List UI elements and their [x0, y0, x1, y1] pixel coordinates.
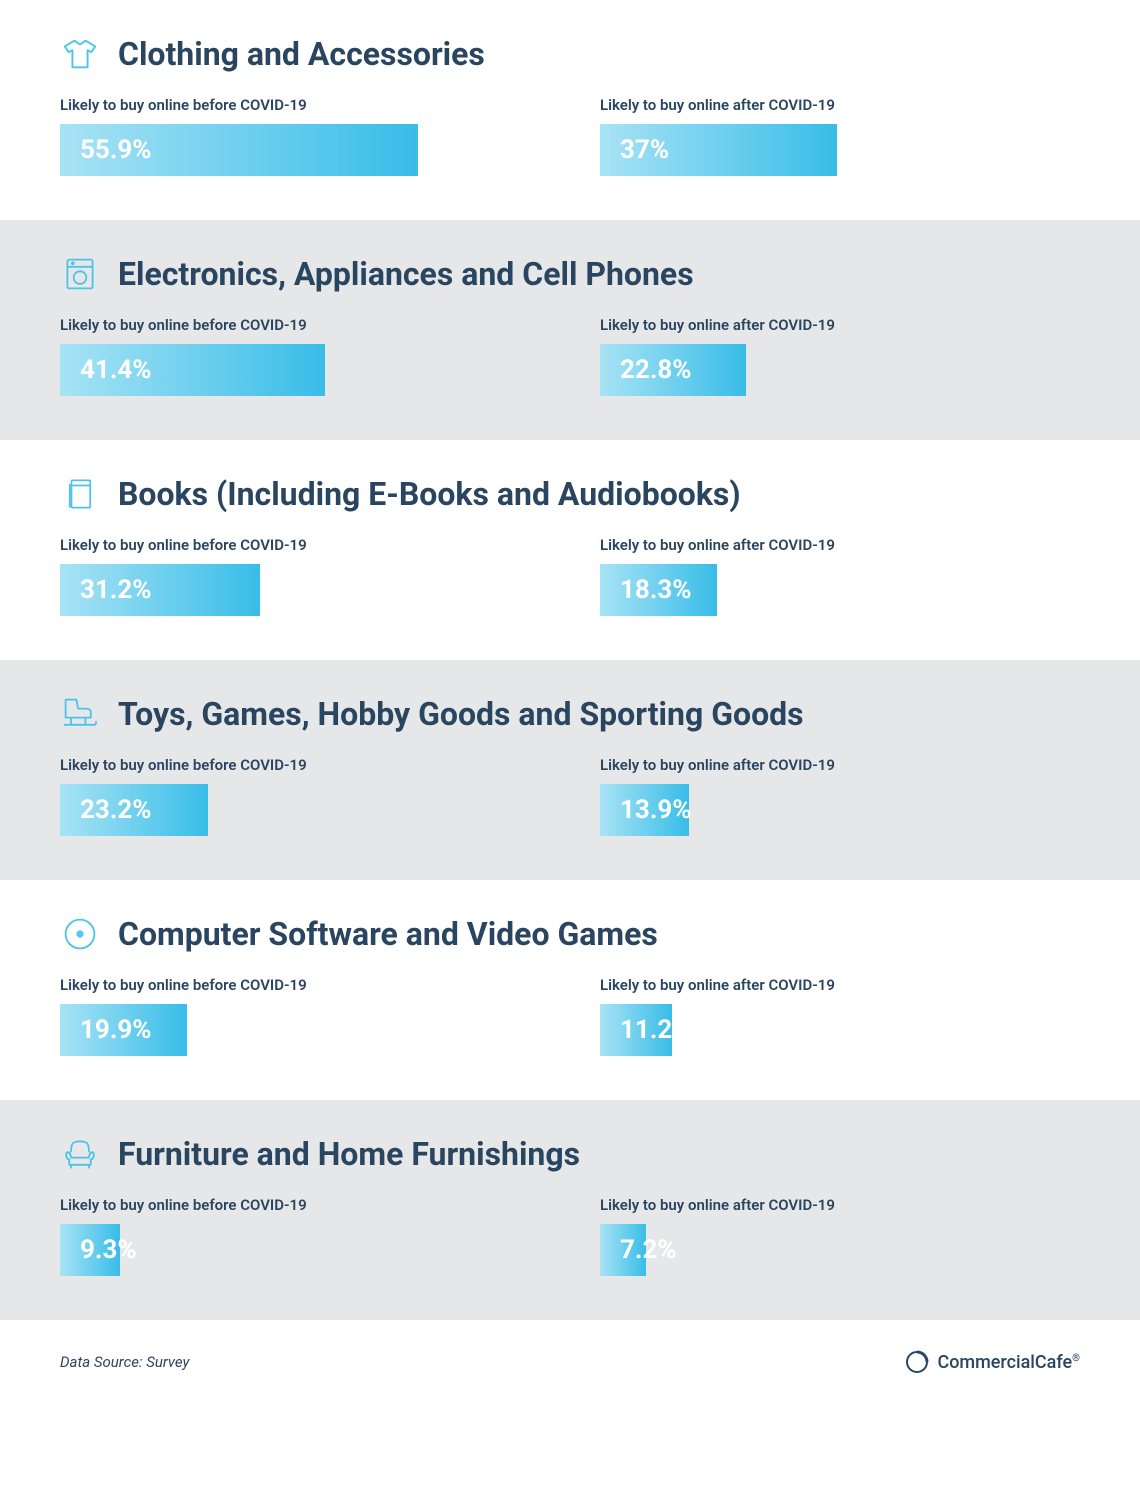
after-column: Likely to buy online after COVID-19 18.3%	[600, 536, 1080, 616]
bar-columns: Likely to buy online before COVID-19 23.2…	[60, 756, 1080, 836]
book-icon	[60, 474, 100, 514]
category-section: Electronics, Appliances and Cell Phones L…	[0, 220, 1140, 440]
bar-columns: Likely to buy online before COVID-19 55.9…	[60, 96, 1080, 176]
bar-columns: Likely to buy online before COVID-19 41.4…	[60, 316, 1080, 396]
after-label: Likely to buy online after COVID-19	[600, 96, 1080, 114]
category-section: Clothing and Accessories Likely to buy on…	[0, 0, 1140, 220]
after-label: Likely to buy online after COVID-19	[600, 1196, 1080, 1214]
before-label: Likely to buy online before COVID-19	[60, 1196, 540, 1214]
before-bar: 23.2%	[60, 784, 208, 836]
after-column: Likely to buy online after COVID-19 13.9%	[600, 756, 1080, 836]
before-column: Likely to buy online before COVID-19 9.3%	[60, 1196, 540, 1276]
category-section: Furniture and Home Furnishings Likely to …	[0, 1100, 1140, 1320]
category-heading: Furniture and Home Furnishings	[60, 1134, 1080, 1174]
after-value: 7.2%	[620, 1235, 677, 1265]
before-value: 23.2%	[80, 795, 152, 825]
category-title: Books (Including E-Books and Audiobooks)	[118, 475, 741, 513]
before-column: Likely to buy online before COVID-19 19.9…	[60, 976, 540, 1056]
before-column: Likely to buy online before COVID-19 23.2…	[60, 756, 540, 836]
after-label: Likely to buy online after COVID-19	[600, 536, 1080, 554]
after-label: Likely to buy online after COVID-19	[600, 976, 1080, 994]
before-bar-track: 31.2%	[60, 564, 540, 616]
category-section: Books (Including E-Books and Audiobooks)…	[0, 440, 1140, 660]
before-label: Likely to buy online before COVID-19	[60, 976, 540, 994]
after-value: 18.3%	[620, 575, 692, 605]
after-bar: 18.3%	[600, 564, 717, 616]
category-title: Clothing and Accessories	[118, 35, 485, 73]
after-bar-track: 7.2%	[600, 1224, 1080, 1276]
washer-icon	[60, 254, 100, 294]
before-label: Likely to buy online before COVID-19	[60, 96, 540, 114]
infographic-sections: Clothing and Accessories Likely to buy on…	[0, 0, 1140, 1320]
before-label: Likely to buy online before COVID-19	[60, 316, 540, 334]
armchair-icon	[60, 1134, 100, 1174]
bar-columns: Likely to buy online before COVID-19 31.2…	[60, 536, 1080, 616]
before-label: Likely to buy online before COVID-19	[60, 536, 540, 554]
after-bar: 37%	[600, 124, 837, 176]
before-bar: 55.9%	[60, 124, 418, 176]
after-bar-track: 13.9%	[600, 784, 1080, 836]
before-column: Likely to buy online before COVID-19 31.2…	[60, 536, 540, 616]
before-bar-track: 23.2%	[60, 784, 540, 836]
before-value: 41.4%	[80, 355, 152, 385]
after-bar-track: 11.2%	[600, 1004, 1080, 1056]
after-column: Likely to buy online after COVID-19 22.8%	[600, 316, 1080, 396]
before-value: 19.9%	[80, 1015, 152, 1045]
category-section: Computer Software and Video Games Likely …	[0, 880, 1140, 1100]
category-heading: Clothing and Accessories	[60, 34, 1080, 74]
category-heading: Toys, Games, Hobby Goods and Sporting Go…	[60, 694, 1080, 734]
bar-columns: Likely to buy online before COVID-19 19.9…	[60, 976, 1080, 1056]
before-value: 31.2%	[80, 575, 152, 605]
after-bar: 7.2%	[600, 1224, 646, 1276]
after-bar: 22.8%	[600, 344, 746, 396]
after-value: 37%	[620, 135, 669, 165]
brand-name: CommercialCafe	[937, 1352, 1072, 1373]
category-heading: Computer Software and Video Games	[60, 914, 1080, 954]
after-value: 22.8%	[620, 355, 692, 385]
before-column: Likely to buy online before COVID-19 41.4…	[60, 316, 540, 396]
before-label: Likely to buy online before COVID-19	[60, 756, 540, 774]
before-bar-track: 9.3%	[60, 1224, 540, 1276]
category-title: Toys, Games, Hobby Goods and Sporting Go…	[118, 695, 804, 733]
after-column: Likely to buy online after COVID-19 7.2%	[600, 1196, 1080, 1276]
disc-icon	[60, 914, 100, 954]
category-title: Electronics, Appliances and Cell Phones	[118, 255, 694, 293]
brand-logo: CommercialCafe®	[905, 1350, 1080, 1374]
category-title: Furniture and Home Furnishings	[118, 1135, 580, 1173]
before-bar-track: 19.9%	[60, 1004, 540, 1056]
before-bar: 41.4%	[60, 344, 325, 396]
category-section: Toys, Games, Hobby Goods and Sporting Go…	[0, 660, 1140, 880]
after-column: Likely to buy online after COVID-19 37%	[600, 96, 1080, 176]
footer: Data Source: Survey CommercialCafe®	[0, 1320, 1140, 1414]
after-bar-track: 18.3%	[600, 564, 1080, 616]
after-value: 11.2%	[620, 1015, 692, 1045]
before-value: 9.3%	[80, 1235, 137, 1265]
after-bar: 13.9%	[600, 784, 689, 836]
before-bar-track: 55.9%	[60, 124, 540, 176]
category-title: Computer Software and Video Games	[118, 915, 658, 953]
category-heading: Electronics, Appliances and Cell Phones	[60, 254, 1080, 294]
after-label: Likely to buy online after COVID-19	[600, 756, 1080, 774]
before-value: 55.9%	[80, 135, 152, 165]
before-bar: 9.3%	[60, 1224, 120, 1276]
after-label: Likely to buy online after COVID-19	[600, 316, 1080, 334]
after-value: 13.9%	[620, 795, 692, 825]
before-bar-track: 41.4%	[60, 344, 540, 396]
tshirt-icon	[60, 34, 100, 74]
category-heading: Books (Including E-Books and Audiobooks)	[60, 474, 1080, 514]
before-bar: 19.9%	[60, 1004, 187, 1056]
after-bar-track: 22.8%	[600, 344, 1080, 396]
after-bar-track: 37%	[600, 124, 1080, 176]
data-source: Data Source: Survey	[60, 1353, 189, 1371]
skate-icon	[60, 694, 100, 734]
before-bar: 31.2%	[60, 564, 260, 616]
bar-columns: Likely to buy online before COVID-19 9.3%…	[60, 1196, 1080, 1276]
brand-icon	[905, 1350, 929, 1374]
before-column: Likely to buy online before COVID-19 55.9…	[60, 96, 540, 176]
after-column: Likely to buy online after COVID-19 11.2%	[600, 976, 1080, 1056]
after-bar: 11.2%	[600, 1004, 672, 1056]
